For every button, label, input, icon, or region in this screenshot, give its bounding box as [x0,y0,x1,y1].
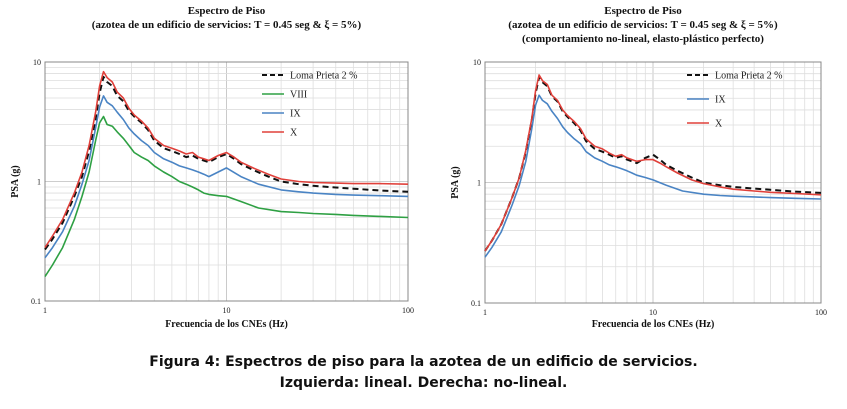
y-tick-label: 0.1 [31,297,41,306]
x-axis-label: Frecuencia de los CNEs (Hz) [165,319,288,330]
legend-label: IX [715,95,726,106]
x-tick-label: 10 [649,308,657,317]
y-tick-label: 1 [37,178,41,187]
series-line-loma-prieta-2- [484,76,822,252]
y-tick-label: 10 [33,58,41,67]
legend-label: X [715,119,723,130]
plot-frame [44,61,409,302]
chart-title-line-1: Espectro de Piso [604,5,682,17]
x-tick-label: 100 [402,306,414,315]
x-tick-label: 1 [483,308,487,317]
caption-line-1: Figura 4: Espectros de piso para la azot… [149,354,698,370]
chart-title-line-2: (azotea de un edificio de servicios: T =… [508,19,778,31]
caption-line-2: Izquierda: lineal. Derecha: no-lineal. [279,375,568,391]
legend-label: Loma Prieta 2 % [290,71,357,82]
y-tick-label: 1 [477,179,481,188]
x-tick-label: 10 [223,306,231,315]
series-line-x [44,70,409,249]
figure-caption: Figura 4: Espectros de piso para la azot… [0,352,847,394]
y-axis-label: PSA (g) [10,165,21,198]
left-chart-panel: Espectro de Piso (azotea de un edificio d… [0,0,425,345]
x-tick-label: 100 [815,308,827,317]
grid-lines [44,62,408,302]
series-line-loma-prieta-2- [44,75,409,251]
series-line-ix [44,95,409,259]
plot-frame [484,61,822,304]
right-floor-spectrum-chart: Espectro de Piso (azotea de un edificio d… [450,5,827,330]
chart-title-line-1: Espectro de Piso [188,5,266,17]
chart-title-line-3: (comportamiento no-lineal, elasto-plásti… [522,33,764,45]
series-line-ix [484,94,822,258]
x-axis-label: Frecuencia de los CNEs (Hz) [592,319,715,330]
chart-title-line-2: (azotea de un edificio de servicios: T =… [92,19,362,31]
y-axis-label: PSA (g) [450,166,461,199]
legend: Loma Prieta 2 % IX X [687,71,782,130]
legend-label: VIII [290,90,307,101]
right-chart-panel: Espectro de Piso (azotea de un edificio d… [425,0,847,345]
legend: Loma Prieta 2 % VIII IX X [262,71,357,139]
series-line-x [484,74,822,252]
legend-label: IX [290,109,301,120]
series-line-viii [44,115,409,278]
legend-label: X [290,128,298,139]
legend-label: Loma Prieta 2 % [715,71,782,82]
x-tick-label: 1 [43,306,47,315]
left-floor-spectrum-chart: Espectro de Piso (azotea de un edificio d… [10,5,414,330]
y-tick-label: 10 [473,58,481,67]
y-tick-label: 0.1 [471,299,481,308]
